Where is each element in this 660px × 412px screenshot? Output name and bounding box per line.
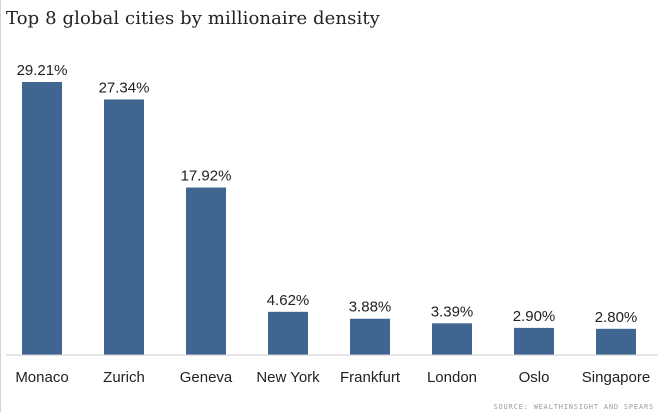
category-label-monaco: Monaco [15, 369, 68, 386]
bar-geneva [186, 187, 226, 355]
bar-frankfurt [350, 318, 390, 355]
source-note: SOURCE: WEALTHINSIGHT AND SPEARS [493, 403, 654, 411]
category-labels: Monaco Zurich Geneva New York Frankfurt Londo… [15, 369, 650, 386]
value-label-singapore: 2.80% [595, 309, 638, 326]
value-label-monaco: 29.21% [17, 62, 68, 79]
bars [22, 82, 636, 355]
value-label-zurich: 27.34% [99, 79, 150, 96]
category-label-zurich: Zurich [103, 369, 145, 386]
value-label-new-york: 4.62% [267, 292, 310, 309]
value-label-frankfurt: 3.88% [349, 299, 392, 316]
chart-title: Top 8 global cities by millionaire densi… [6, 8, 380, 29]
category-label-oslo: Oslo [519, 369, 550, 386]
bar-monaco [22, 82, 62, 355]
bar-oslo [514, 327, 554, 355]
category-label-new-york: New York [256, 369, 320, 386]
category-label-singapore: Singapore [582, 369, 650, 386]
value-label-london: 3.39% [431, 303, 474, 320]
value-labels: 29.21% 27.34% 17.92% 4.62% 3.88% 3.39% 2.90% 2.… [17, 62, 638, 326]
category-label-frankfurt: Frankfurt [340, 369, 401, 386]
bar-singapore [596, 328, 636, 355]
category-label-london: London [427, 369, 477, 386]
bar-london [432, 323, 472, 355]
bar-new-york [268, 311, 308, 355]
value-label-oslo: 2.90% [513, 308, 556, 325]
value-label-geneva: 17.92% [181, 168, 232, 185]
bar-zurich [104, 99, 144, 355]
category-label-geneva: Geneva [180, 369, 233, 386]
